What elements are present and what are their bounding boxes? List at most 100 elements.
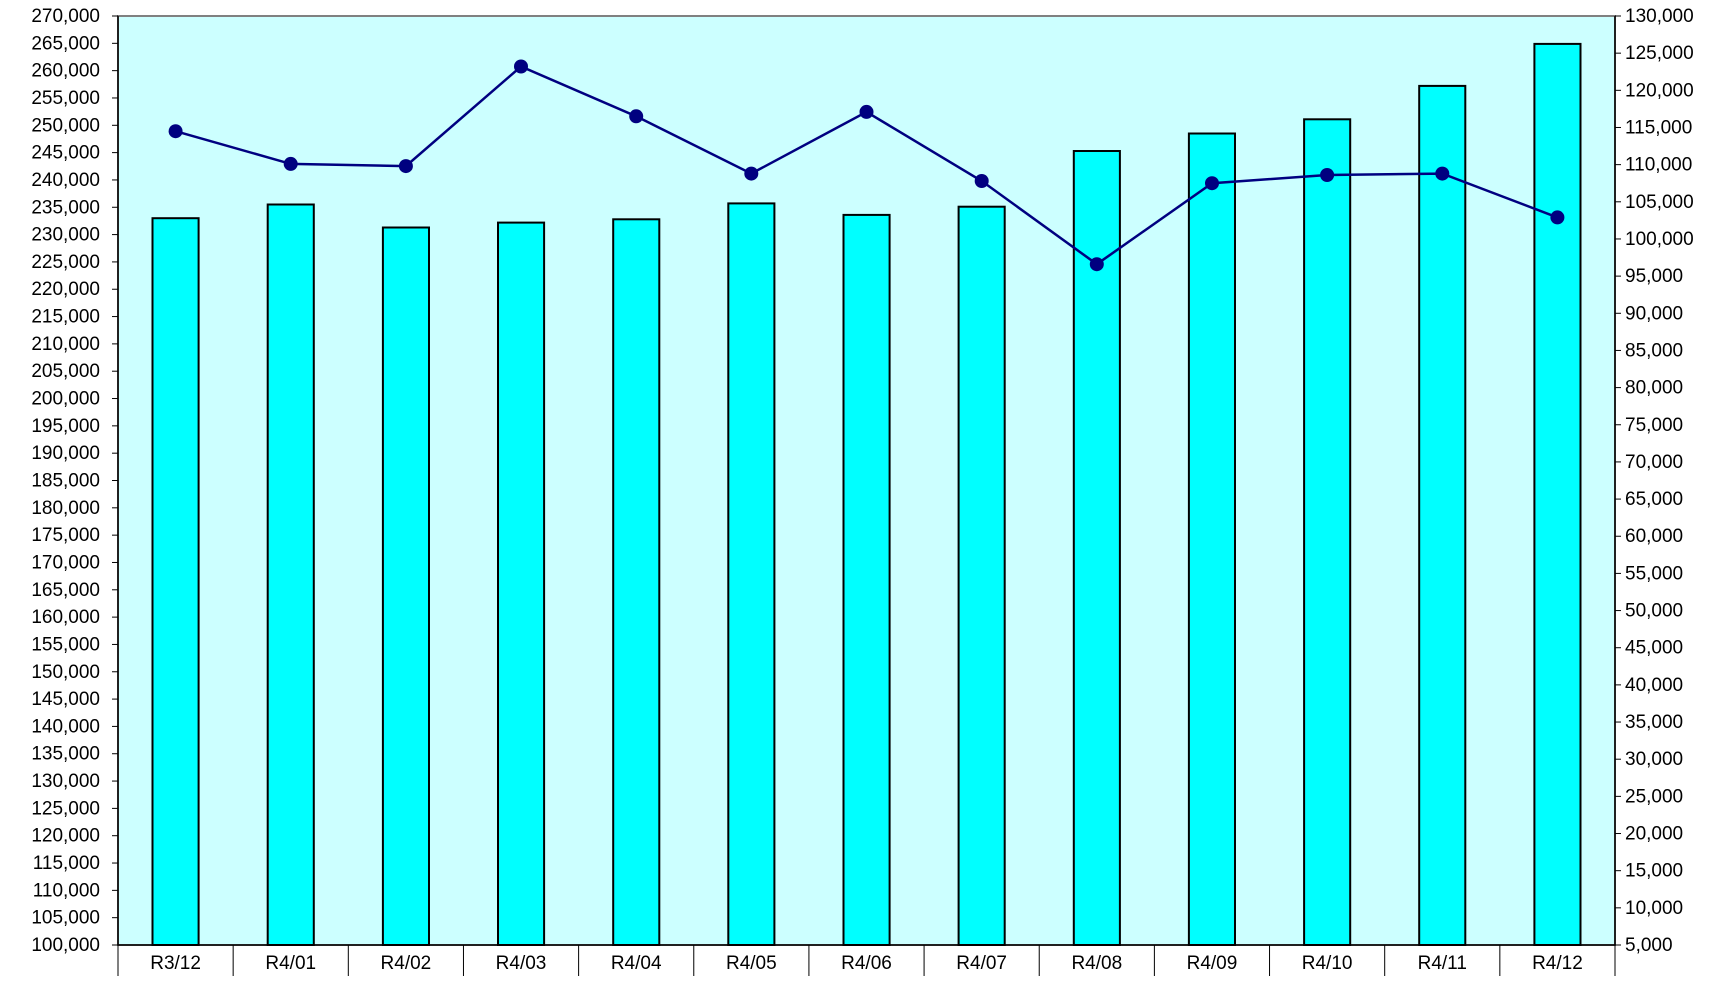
line-point bbox=[629, 109, 644, 124]
left-tick-label: 110,000 bbox=[33, 880, 100, 901]
bar bbox=[842, 213, 891, 946]
left-tick-label: 200,000 bbox=[31, 389, 100, 410]
right-tick-label: 30,000 bbox=[1625, 749, 1683, 770]
left-tick-label: 115,000 bbox=[33, 853, 100, 874]
left-tick-label: 175,000 bbox=[31, 525, 100, 546]
left-tick-label: 220,000 bbox=[31, 279, 100, 300]
line-point bbox=[1320, 168, 1335, 182]
left-tick-label: 230,000 bbox=[31, 225, 100, 246]
left-tick-label: 100,000 bbox=[31, 935, 100, 956]
right-tick-label: 60,000 bbox=[1625, 526, 1683, 547]
left-tick-label: 210,000 bbox=[31, 334, 100, 355]
line-layer bbox=[168, 59, 1565, 272]
right-tick-label: 50,000 bbox=[1625, 601, 1683, 622]
left-tick-label: 145,000 bbox=[31, 689, 100, 710]
bar bbox=[1072, 150, 1121, 946]
x-tick-label: R4/01 bbox=[265, 953, 316, 974]
right-tick-label: 45,000 bbox=[1625, 638, 1683, 659]
right-tick-label: 35,000 bbox=[1625, 712, 1683, 733]
bar bbox=[727, 202, 776, 946]
right-tick-label: 90,000 bbox=[1625, 303, 1683, 324]
line-point bbox=[1205, 176, 1219, 191]
left-tick-label: 205,000 bbox=[31, 361, 100, 382]
right-tick-label: 100,000 bbox=[1625, 229, 1694, 250]
bar bbox=[1418, 84, 1467, 946]
left-tick-label: 170,000 bbox=[31, 552, 100, 573]
line-point bbox=[1435, 166, 1450, 181]
line-point bbox=[859, 104, 874, 119]
left-tick-label: 255,000 bbox=[31, 88, 100, 109]
left-tick-label: 105,000 bbox=[31, 908, 100, 929]
x-tick-label: R3/12 bbox=[150, 953, 201, 974]
left-tick-label: 140,000 bbox=[31, 716, 100, 737]
left-tick-label: 125,000 bbox=[31, 798, 100, 819]
right-tick-label: 20,000 bbox=[1625, 824, 1683, 845]
line-point bbox=[744, 166, 759, 181]
bar bbox=[266, 203, 315, 946]
line-point bbox=[514, 59, 528, 74]
left-tick-label: 165,000 bbox=[31, 580, 100, 601]
right-tick-label: 70,000 bbox=[1625, 452, 1683, 473]
right-tick-label: 115,000 bbox=[1625, 117, 1692, 138]
x-tick-label: R4/10 bbox=[1302, 953, 1353, 974]
x-tick-label: R4/07 bbox=[956, 953, 1007, 974]
left-tick-label: 155,000 bbox=[31, 634, 100, 655]
line-point bbox=[1550, 210, 1565, 225]
x-tick-label: R4/12 bbox=[1532, 953, 1583, 974]
x-tick-label: R4/02 bbox=[381, 953, 432, 974]
right-tick-label: 120,000 bbox=[1625, 80, 1694, 101]
x-tick-label: R4/09 bbox=[1187, 953, 1238, 974]
left-tick-label: 225,000 bbox=[31, 252, 100, 273]
right-tick-label: 10,000 bbox=[1625, 898, 1683, 919]
left-tick-label: 150,000 bbox=[31, 662, 100, 683]
left-tick-label: 265,000 bbox=[31, 33, 100, 54]
left-tick-label: 190,000 bbox=[31, 443, 100, 464]
right-tick-label: 65,000 bbox=[1625, 489, 1683, 510]
right-tick-label: 110,000 bbox=[1625, 155, 1692, 176]
right-tick-label: 15,000 bbox=[1625, 861, 1683, 882]
left-tick-label: 260,000 bbox=[31, 61, 100, 82]
x-tick-label: R4/06 bbox=[841, 953, 892, 974]
bar bbox=[1533, 42, 1582, 946]
right-tick-label: 40,000 bbox=[1625, 675, 1683, 696]
x-tick-label: R4/03 bbox=[496, 953, 547, 974]
bar bbox=[1303, 118, 1352, 947]
line-point bbox=[283, 156, 298, 171]
left-tick-label: 245,000 bbox=[31, 143, 100, 164]
left-tick-label: 270,000 bbox=[31, 6, 100, 27]
right-tick-label: 75,000 bbox=[1625, 415, 1683, 436]
right-tick-label: 95,000 bbox=[1625, 266, 1683, 287]
bar bbox=[151, 217, 200, 946]
bar bbox=[612, 218, 661, 947]
left-tick-label: 240,000 bbox=[31, 170, 100, 191]
axes-layer: 100,000 105,000 110,000 115,000 120,000 125,0… bbox=[31, 6, 1694, 977]
right-tick-label: 85,000 bbox=[1625, 340, 1683, 361]
bar bbox=[957, 205, 1006, 946]
line-point bbox=[974, 174, 989, 188]
left-tick-label: 160,000 bbox=[31, 607, 100, 628]
right-tick-label: 80,000 bbox=[1625, 378, 1683, 399]
right-tick-label: 55,000 bbox=[1625, 563, 1683, 584]
x-tick-label: R4/11 bbox=[1418, 953, 1467, 974]
left-tick-label: 130,000 bbox=[31, 771, 100, 792]
right-tick-label: 125,000 bbox=[1625, 43, 1694, 64]
bar bbox=[381, 226, 430, 946]
line-point bbox=[168, 124, 183, 139]
bars-layer bbox=[151, 42, 1582, 947]
line-point bbox=[398, 159, 413, 174]
right-tick-label: 25,000 bbox=[1625, 786, 1683, 807]
x-tick-label: R4/08 bbox=[1071, 953, 1122, 974]
bar bbox=[497, 221, 546, 947]
left-tick-label: 180,000 bbox=[31, 498, 100, 519]
left-tick-label: 195,000 bbox=[31, 416, 100, 437]
x-tick-label: R4/04 bbox=[611, 953, 662, 974]
right-tick-label: 130,000 bbox=[1625, 6, 1694, 27]
bar bbox=[1187, 132, 1237, 946]
left-tick-label: 120,000 bbox=[31, 826, 100, 847]
x-tick-label: R4/05 bbox=[726, 953, 777, 974]
left-tick-label: 185,000 bbox=[31, 471, 100, 492]
right-tick-label: 5,000 bbox=[1625, 935, 1673, 956]
line-point bbox=[1089, 257, 1104, 272]
